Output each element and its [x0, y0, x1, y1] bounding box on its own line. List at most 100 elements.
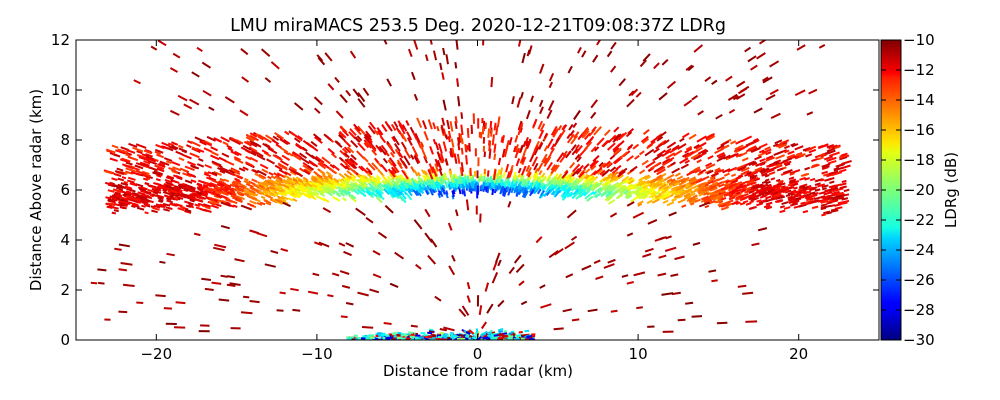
echo-segment: [416, 117, 423, 128]
echo-segment: [207, 187, 214, 192]
echo-segment: [317, 56, 326, 66]
echo-segment: [428, 328, 434, 332]
echo-segment: [203, 172, 212, 178]
echo-segment: [158, 185, 164, 189]
echo-segment: [210, 204, 219, 209]
echo-segment: [218, 156, 227, 162]
echo-segment: [111, 144, 119, 149]
echo-segment: [357, 125, 366, 135]
echo-segment: [198, 157, 204, 162]
echo-segment: [566, 191, 573, 198]
echo-segment: [478, 305, 483, 316]
echo-segment: [429, 146, 434, 155]
echo-segment: [577, 46, 582, 54]
y-tick-label: 10: [51, 81, 70, 99]
echo-segment: [458, 177, 462, 184]
echo-segment: [208, 106, 215, 111]
echo-segment: [507, 188, 512, 196]
echo-segment: [375, 196, 383, 204]
echo-segment: [311, 145, 319, 152]
echo-segment: [422, 183, 426, 189]
echo-segment: [780, 185, 786, 189]
echo-segment: [818, 195, 826, 199]
echo-segment: [443, 326, 455, 332]
echo-segment: [295, 142, 305, 151]
echo-segment: [119, 185, 127, 190]
echo-segment: [204, 189, 213, 195]
echo-segment: [312, 272, 320, 277]
echo-segment: [841, 185, 847, 189]
echo-segment: [775, 154, 785, 160]
colorbar: [881, 40, 901, 340]
echo-segment: [811, 193, 818, 198]
echo-segment: [759, 162, 766, 167]
echo-segment: [310, 154, 321, 163]
echo-segment: [260, 181, 269, 187]
echo-segment: [352, 189, 360, 195]
echo-segment: [834, 206, 843, 210]
echo-segment: [482, 336, 488, 340]
echo-segment: [373, 129, 380, 136]
echo-segment: [636, 181, 644, 187]
echo-segment: [685, 64, 693, 71]
echo-segment: [765, 206, 773, 210]
echo-segment: [632, 143, 640, 150]
echo-segment: [774, 139, 783, 145]
colorbar-tick-label: −10: [903, 31, 935, 49]
echo-segment: [418, 185, 425, 194]
echo-segment: [549, 147, 555, 155]
echo-segment: [196, 186, 204, 191]
echo-segment: [525, 109, 531, 120]
echo-segment: [814, 196, 820, 201]
echo-segment: [513, 185, 519, 194]
echo-segment: [561, 170, 569, 179]
echo-segment: [770, 196, 779, 201]
echo-segment: [390, 123, 397, 132]
echo-segment: [344, 165, 351, 171]
echo-segment: [804, 177, 810, 181]
echo-segment: [295, 189, 303, 195]
echo-segment: [105, 196, 112, 200]
echo-segment: [324, 52, 333, 62]
echo-segment: [379, 182, 387, 190]
echo-segment: [264, 194, 274, 200]
echo-segment: [830, 199, 839, 204]
echo-segment: [674, 255, 685, 261]
echo-segment: [172, 179, 180, 184]
echo-segment: [552, 128, 560, 138]
echo-segment: [357, 98, 366, 108]
echo-segment: [206, 135, 217, 142]
echo-segment: [302, 176, 309, 182]
echo-segment: [460, 112, 464, 119]
echo-segment: [419, 181, 424, 188]
echo-segment: [371, 149, 378, 156]
echo-segment: [275, 188, 284, 193]
echo-segment: [119, 203, 126, 207]
y-tick-label: 6: [60, 181, 70, 199]
echo-segment: [824, 188, 833, 193]
echo-segment: [661, 292, 674, 296]
echo-segment: [488, 148, 492, 159]
echo-segment: [350, 139, 359, 149]
echo-segment: [381, 124, 388, 133]
echo-segment: [698, 141, 707, 148]
echo-segment: [565, 176, 571, 183]
echo-segment: [621, 274, 629, 278]
echo-segment: [256, 154, 266, 161]
echo-segment: [811, 205, 819, 210]
echo-segment: [240, 146, 251, 154]
echo-segment: [142, 177, 149, 182]
echo-segment: [681, 204, 687, 208]
echo-segment: [634, 154, 640, 160]
echo-segment: [546, 138, 554, 149]
echo-segment: [312, 133, 322, 141]
echo-segment: [779, 139, 790, 145]
echo-segment: [248, 146, 258, 153]
echo-segment: [550, 190, 556, 196]
echo-segment: [375, 193, 382, 199]
echo-segment: [558, 129, 566, 139]
echo-segment: [670, 178, 676, 183]
colorbar-label: LDRg (dB): [942, 152, 960, 228]
echo-segment: [328, 178, 336, 185]
echo-segment: [802, 186, 808, 190]
